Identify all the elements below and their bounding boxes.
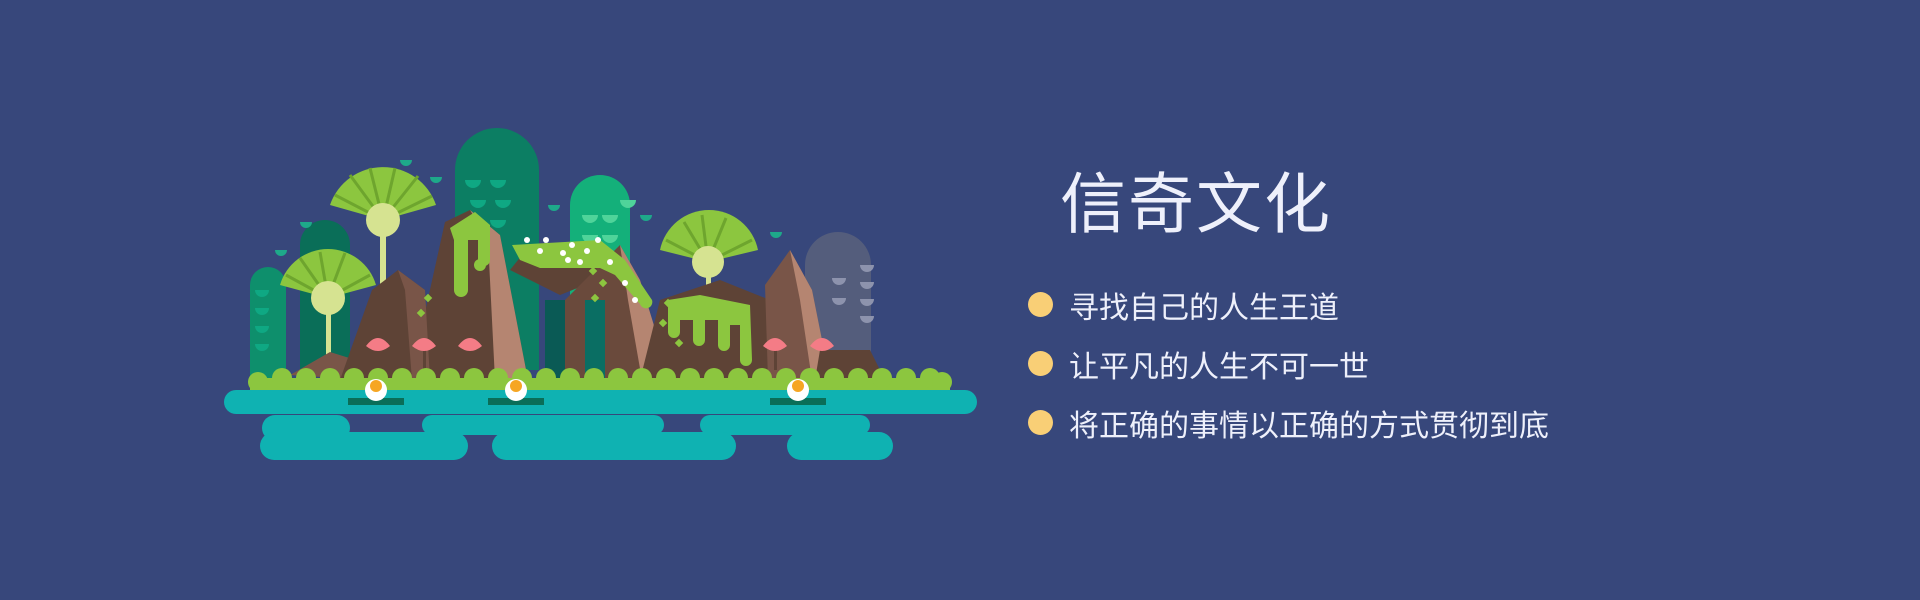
bullet-list: 寻找自己的人生王道 让平凡的人生不可一世 将正确的事情以正确的方式贯彻到底 [1028,275,1549,452]
island-illustration [224,128,977,460]
list-item: 让平凡的人生不可一世 [1028,334,1549,393]
bullet-text: 让平凡的人生不可一世 [1069,349,1369,385]
grass-strip [248,368,952,392]
bullet-text: 将正确的事情以正确的方式贯彻到底 [1069,408,1549,444]
palm-tree-right [660,209,758,303]
list-item: 将正确的事情以正确的方式贯彻到底 [1028,393,1549,452]
palm-tree-large [330,167,436,285]
bullet-text: 寻找自己的人生王道 [1069,290,1339,326]
lotus-flowers [366,338,834,370]
bullet-dot-icon [1028,351,1053,376]
bullet-dot-icon [1028,410,1053,435]
page-title: 信奇文化 [1060,166,1332,243]
moss-drips [450,212,752,366]
lily-pads [348,379,826,405]
water-band [224,390,977,460]
palm-tree-small [280,248,376,355]
waterfall-dots [524,237,638,303]
list-item: 寻找自己的人生王道 [1028,275,1549,334]
bullet-dot-icon [1028,292,1053,317]
green-diamonds [416,266,684,348]
